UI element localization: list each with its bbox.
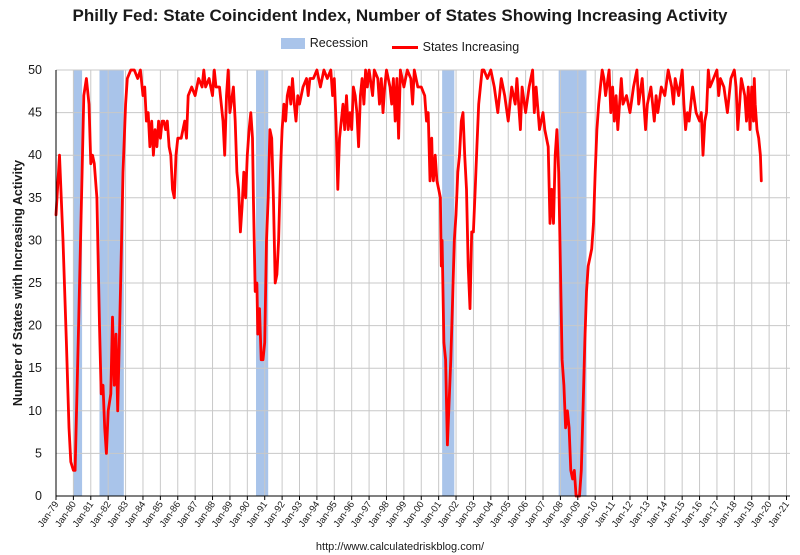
series-layer (54, 68, 763, 498)
y-tick-label: 10 (28, 404, 42, 418)
y-tick-label: 0 (35, 489, 42, 503)
y-tick-label: 50 (28, 63, 42, 77)
chart-title: Philly Fed: State Coincident Index, Numb… (72, 6, 728, 25)
y-tick-label: 25 (28, 276, 42, 290)
y-tick-label: 45 (28, 106, 42, 120)
y-tick-label: 40 (28, 148, 42, 162)
legend-swatch-recession (280, 37, 305, 49)
legend: Recession States Increasing (0, 36, 800, 54)
legend-item-states-increasing: States Increasing (391, 40, 520, 54)
y-tick-label: 30 (28, 233, 42, 247)
legend-label-states-increasing: States Increasing (422, 40, 520, 54)
legend-item-recession: Recession (280, 36, 369, 50)
y-tick-label: 5 (35, 446, 42, 460)
gridlines (55, 69, 790, 497)
series-line-states-increasing (54, 68, 763, 498)
legend-label-recession: Recession (309, 36, 369, 50)
y-tick-label: 35 (28, 191, 42, 205)
legend-swatch-states-increasing (391, 45, 418, 49)
y-tick-label: 20 (28, 319, 42, 333)
y-tick-label: 15 (28, 361, 42, 375)
source-note: http://www.calculatedriskblog.com/ (315, 541, 485, 553)
